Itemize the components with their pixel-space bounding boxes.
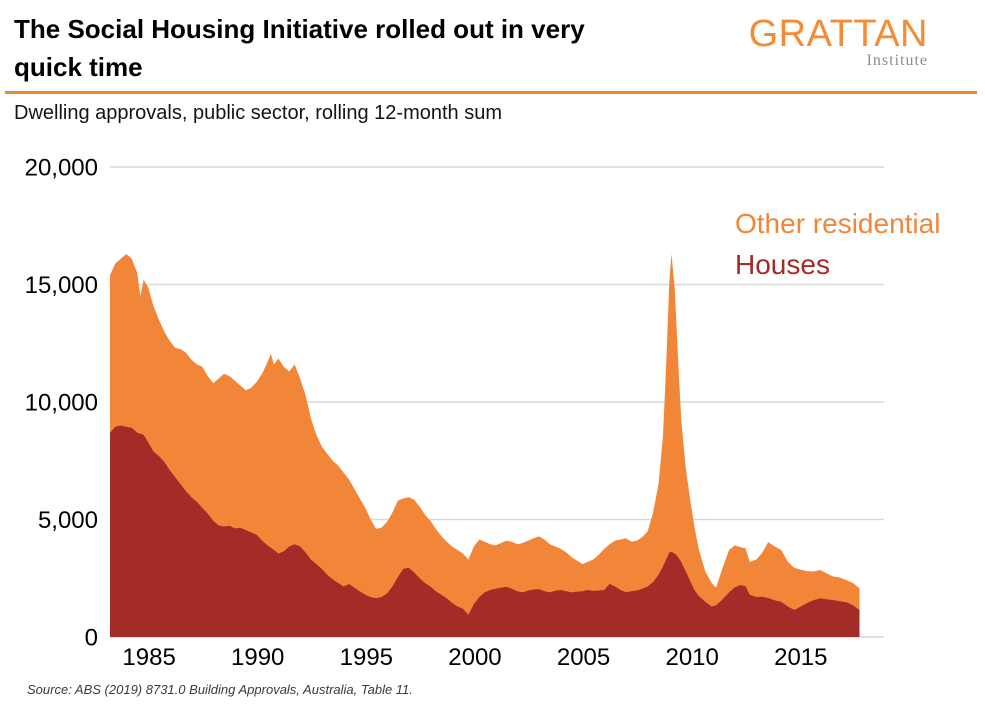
x-tick-label: 2015 <box>774 644 827 671</box>
x-tick-label: 2000 <box>448 644 501 671</box>
source-note: Source: ABS (2019) 8731.0 Building Appro… <box>27 682 413 697</box>
page-title-line2: quick time <box>14 52 143 82</box>
header-divider-rule <box>5 91 977 94</box>
area-houses <box>110 425 860 637</box>
grattan-wordmark: GRATTAN <box>748 13 928 55</box>
legend-other-residential: Other residential <box>735 208 941 239</box>
y-tick-label: 0 <box>85 625 98 652</box>
x-tick-label: 1995 <box>340 644 393 671</box>
y-tick-label: 10,000 <box>25 390 98 417</box>
grattan-logo: GRATTAN Institute <box>749 14 928 69</box>
grattan-institute-label: Institute <box>866 52 928 69</box>
x-tick-label: 2010 <box>665 644 718 671</box>
y-tick-label: 15,000 <box>25 272 98 299</box>
y-tick-label: 5,000 <box>38 507 98 534</box>
x-tick-label: 2005 <box>557 644 610 671</box>
chart-legend: Other residential Houses <box>735 203 940 285</box>
x-tick-label: 1990 <box>231 644 284 671</box>
page-title-line1: The Social Housing Initiative rolled out… <box>14 14 585 44</box>
x-tick-label: 1985 <box>122 644 175 671</box>
area-other-residential <box>110 254 860 637</box>
chart-subtitle: Dwelling approvals, public sector, rolli… <box>14 102 503 124</box>
legend-houses: Houses <box>735 249 830 280</box>
page-title: The Social Housing Initiative rolled out… <box>14 10 585 86</box>
y-tick-label: 20,000 <box>25 155 98 182</box>
